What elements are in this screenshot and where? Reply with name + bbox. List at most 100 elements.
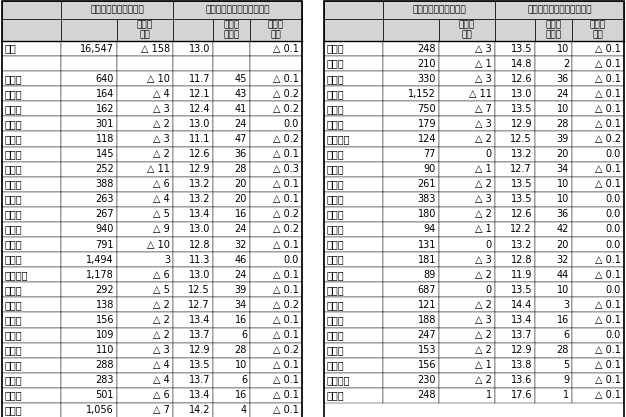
Bar: [439, 19, 495, 41]
Text: △ 3: △ 3: [153, 345, 170, 355]
Text: 13.2: 13.2: [188, 194, 210, 204]
Text: △ 0.1: △ 0.1: [273, 74, 299, 84]
Bar: [61, 403, 117, 417]
Text: 10: 10: [557, 194, 569, 204]
Text: 12.1: 12.1: [188, 89, 210, 99]
Text: △ 0.1: △ 0.1: [595, 74, 621, 84]
Bar: [324, 373, 383, 388]
Bar: [173, 297, 213, 312]
Bar: [61, 71, 117, 86]
Bar: [213, 237, 250, 252]
Bar: [250, 86, 302, 101]
Text: 28: 28: [557, 345, 569, 355]
Bar: [324, 282, 383, 297]
Text: 山梨県: 山梨県: [5, 345, 23, 355]
Bar: [572, 388, 624, 403]
Bar: [572, 327, 624, 343]
Text: 283: 283: [96, 375, 114, 385]
Bar: [495, 71, 535, 86]
Bar: [324, 71, 383, 86]
Text: 181: 181: [418, 255, 436, 265]
Text: 138: 138: [96, 300, 114, 310]
Bar: [2, 19, 61, 41]
Text: 6: 6: [563, 330, 569, 340]
Bar: [572, 237, 624, 252]
Text: △ 0.2: △ 0.2: [273, 89, 299, 99]
Bar: [439, 116, 495, 131]
Bar: [439, 327, 495, 343]
Bar: [383, 131, 439, 146]
Bar: [173, 41, 213, 56]
Text: 静岡県: 静岡県: [5, 390, 23, 400]
Text: 687: 687: [418, 285, 436, 295]
Bar: [61, 192, 117, 207]
Bar: [173, 207, 213, 222]
Text: △ 0.1: △ 0.1: [595, 300, 621, 310]
Bar: [213, 388, 250, 403]
Text: 153: 153: [418, 345, 436, 355]
Text: △ 2: △ 2: [153, 149, 170, 159]
Bar: [324, 101, 383, 116]
Bar: [2, 131, 61, 146]
Bar: [495, 327, 535, 343]
Text: 10: 10: [557, 179, 569, 189]
Text: 162: 162: [96, 104, 114, 114]
Bar: [250, 162, 302, 177]
Bar: [439, 56, 495, 71]
Bar: [324, 162, 383, 177]
Text: △ 0.1: △ 0.1: [595, 104, 621, 114]
Text: 13.0: 13.0: [188, 119, 210, 129]
Text: 12.8: 12.8: [510, 255, 532, 265]
Text: 47: 47: [235, 134, 247, 144]
Text: 11.7: 11.7: [188, 74, 210, 84]
Text: 岐阜県: 岐阜県: [5, 375, 23, 385]
Text: 44: 44: [557, 270, 569, 280]
Text: △ 0.1: △ 0.1: [273, 375, 299, 385]
Text: 山形県: 山形県: [5, 149, 23, 159]
Bar: [439, 282, 495, 297]
Text: △ 0.1: △ 0.1: [273, 270, 299, 280]
Text: 16: 16: [235, 209, 247, 219]
Bar: [324, 207, 383, 222]
Text: 210: 210: [418, 59, 436, 69]
Bar: [383, 343, 439, 358]
Bar: [535, 71, 572, 86]
Bar: [117, 146, 173, 162]
Bar: [2, 312, 61, 327]
Bar: [61, 388, 117, 403]
Bar: [61, 343, 117, 358]
Bar: [439, 297, 495, 312]
Bar: [572, 131, 624, 146]
Text: 28: 28: [235, 345, 247, 355]
Text: 11.1: 11.1: [188, 134, 210, 144]
Bar: [173, 358, 213, 373]
Text: 0: 0: [486, 285, 492, 295]
Text: こどもの人口（千人）: こどもの人口（千人）: [412, 5, 466, 15]
Text: 36: 36: [235, 149, 247, 159]
Text: 群馬県: 群馬県: [5, 209, 23, 219]
Text: 千葉県: 千葉県: [5, 240, 23, 250]
Text: 388: 388: [96, 179, 114, 189]
Text: △ 4: △ 4: [153, 360, 170, 370]
Bar: [495, 388, 535, 403]
Text: 16: 16: [557, 315, 569, 325]
Bar: [117, 56, 173, 71]
Text: 福井県: 福井県: [5, 330, 23, 340]
Bar: [383, 177, 439, 192]
Bar: [250, 237, 302, 252]
Bar: [535, 177, 572, 192]
Bar: [572, 358, 624, 373]
Bar: [439, 267, 495, 282]
Text: こどもの人口（千人）: こどもの人口（千人）: [90, 5, 144, 15]
Text: 10: 10: [557, 104, 569, 114]
Bar: [213, 297, 250, 312]
Bar: [250, 56, 302, 71]
Text: 330: 330: [418, 74, 436, 84]
Text: 12.4: 12.4: [188, 104, 210, 114]
Text: 熊本県: 熊本県: [327, 330, 345, 340]
Text: △ 3: △ 3: [475, 194, 492, 204]
Text: 301: 301: [96, 119, 114, 129]
Bar: [117, 131, 173, 146]
Text: 156: 156: [96, 315, 114, 325]
Bar: [61, 41, 117, 56]
